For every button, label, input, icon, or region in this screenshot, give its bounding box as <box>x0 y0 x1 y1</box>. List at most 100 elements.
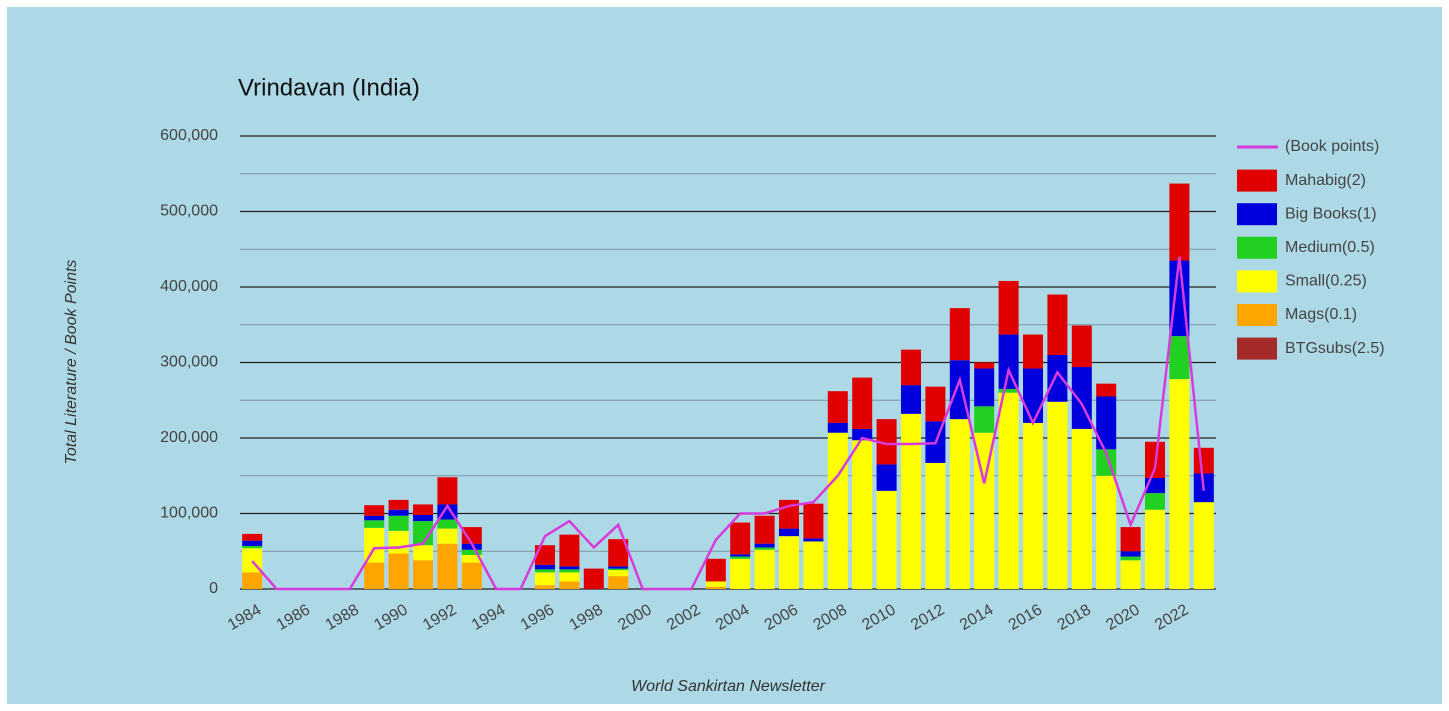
bar-segment <box>1120 560 1141 589</box>
legend-swatch <box>1237 236 1277 259</box>
bar-segment <box>998 334 1019 389</box>
bar-segment <box>1169 260 1190 337</box>
bar-segment <box>1022 368 1044 423</box>
bar-segment <box>1096 383 1117 397</box>
bar-segment <box>608 568 629 571</box>
bar-segment <box>1096 475 1117 589</box>
bar-segment <box>900 413 922 589</box>
bar-segment <box>559 566 580 570</box>
bar-segment <box>730 522 751 555</box>
bar-segment <box>1022 422 1044 589</box>
bar-segment <box>876 464 897 491</box>
bar-segment <box>803 541 824 589</box>
bar-segment <box>412 521 434 546</box>
bar-segment <box>876 490 897 589</box>
y-tick-label: 0 <box>209 580 218 597</box>
bar-segment <box>608 566 629 569</box>
y-tick-label: 200,000 <box>160 429 218 446</box>
bar-segment <box>1047 354 1068 402</box>
legend-swatch <box>1237 337 1277 360</box>
legend-swatch <box>1237 203 1277 226</box>
bar-segment <box>364 562 385 589</box>
bar-segment <box>388 499 409 510</box>
bar-segment <box>388 530 409 554</box>
y-tick-label: 400,000 <box>160 278 218 295</box>
bar-segment <box>949 308 970 361</box>
chart-background <box>7 7 1442 704</box>
line <box>251 256 1206 591</box>
bar-segment <box>388 553 409 589</box>
bar-segment <box>1193 447 1214 474</box>
legend-label: BTGsubs(2.5) <box>1285 340 1385 357</box>
bar-segment <box>437 528 458 544</box>
y-tick-label: 600,000 <box>160 127 218 144</box>
bar-segment <box>388 515 409 531</box>
y-tick-label: 100,000 <box>160 505 218 522</box>
y-tick-label: 300,000 <box>160 354 218 371</box>
bar-segment <box>925 386 946 422</box>
bar-segment <box>1120 527 1141 552</box>
bar-segment <box>876 419 897 465</box>
bar-segment <box>949 419 970 589</box>
legend-label: Big Books(1) <box>1285 205 1377 222</box>
bar-segment <box>900 385 922 414</box>
bar-segment <box>534 564 556 570</box>
bar-segment <box>364 505 385 516</box>
bar-segment <box>437 519 458 529</box>
bar-segment <box>754 547 775 550</box>
bar-segment <box>559 581 580 589</box>
bar-segment <box>412 560 434 589</box>
bar-segment <box>974 362 995 369</box>
bar-segment <box>730 554 751 557</box>
bar-segment <box>1169 336 1190 380</box>
bar-segment <box>559 569 580 573</box>
bar-segment <box>534 585 556 589</box>
y-tick-label: 500,000 <box>160 203 218 220</box>
y-axis-title: Total Literature / Book Points <box>63 260 80 465</box>
bar-segment <box>534 545 556 565</box>
bar-segment <box>242 545 263 549</box>
bar-segment <box>998 280 1019 335</box>
legend-label: (Book points) <box>1285 138 1379 155</box>
bar-segment <box>461 562 482 589</box>
bar-segment <box>583 568 604 589</box>
bar-segment <box>778 528 800 537</box>
bar-segment <box>705 558 726 582</box>
legend-swatch <box>1237 270 1277 293</box>
x-axis-title: World Sankirtan Newsletter <box>631 678 826 695</box>
bar-segment <box>803 538 824 542</box>
bar-segment <box>461 527 482 544</box>
bar-segment <box>412 545 434 561</box>
bar-segment <box>754 549 775 589</box>
bar-segment <box>242 540 263 546</box>
bar-segment <box>242 572 263 589</box>
bar-segment <box>974 432 995 589</box>
bar-segment <box>998 388 1019 393</box>
bar-segment <box>925 462 946 589</box>
bar-segment <box>534 569 556 573</box>
bar-segment <box>998 392 1019 589</box>
bar-segment <box>705 581 726 587</box>
bar-segment <box>461 555 482 563</box>
bar-segment <box>974 406 995 433</box>
bar-segment <box>412 504 434 516</box>
legend-swatch <box>1237 304 1277 326</box>
bar-segment <box>705 586 726 589</box>
bar-segment <box>1047 401 1068 589</box>
legend-swatch <box>1237 169 1277 192</box>
bar-segment <box>827 422 848 433</box>
bar-segment <box>388 509 409 516</box>
bar-segment <box>437 477 458 505</box>
bar-segment <box>559 572 580 582</box>
bar-segment <box>1096 396 1117 450</box>
chart-title: Vrindavan (India) <box>238 74 420 101</box>
bar-segment <box>461 543 482 550</box>
bar-segment <box>778 536 800 589</box>
bar-segment <box>608 576 629 589</box>
bar-segment <box>1022 334 1044 369</box>
bar-segment <box>852 428 873 441</box>
legend-label: Mags(0.1) <box>1285 306 1357 323</box>
bar-segment <box>827 432 848 589</box>
bar-segment <box>1047 294 1068 355</box>
